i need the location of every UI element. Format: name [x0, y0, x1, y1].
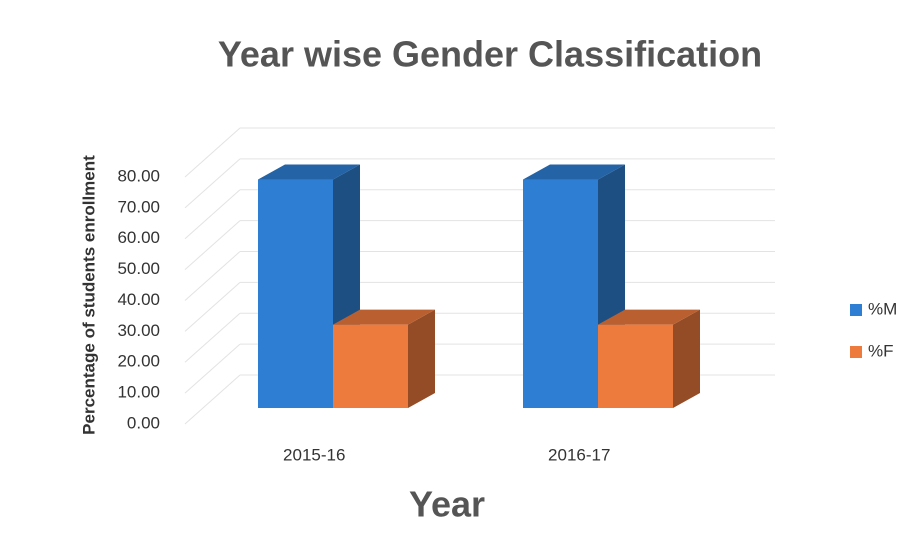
- y-tick-label: 20.00: [117, 352, 160, 371]
- y-tick-label: 70.00: [117, 197, 160, 216]
- grid-line-side: [184, 189, 241, 240]
- grid-line-side: [184, 312, 241, 363]
- grid-line-side: [184, 251, 241, 301]
- bar-top: [333, 309, 435, 325]
- legend-swatch: [850, 346, 862, 358]
- grid-line-side: [184, 220, 241, 270]
- y-axis-title: Percentage of students enrollment: [79, 155, 98, 435]
- y-tick-label: 0.00: [127, 413, 160, 432]
- y-tick-label: 50.00: [117, 259, 160, 278]
- x-axis-title: Year: [409, 484, 485, 525]
- y-tick-label: 60.00: [117, 228, 160, 247]
- y-tick-label: 40.00: [117, 290, 160, 309]
- grid-line-side: [184, 158, 241, 209]
- grid-line-side: [184, 374, 241, 425]
- bar-top: [523, 164, 625, 180]
- bar: [523, 179, 598, 408]
- x-tick-label: 2016-17: [548, 445, 610, 464]
- legend-swatch: [850, 304, 862, 316]
- bar-side: [673, 309, 700, 408]
- bar: [598, 324, 673, 408]
- legend-label: %M: [868, 299, 897, 318]
- grid-line-side: [184, 343, 241, 394]
- legend-label: %F: [868, 341, 894, 360]
- y-tick-label: 80.00: [117, 166, 160, 185]
- grid-line-side: [184, 282, 241, 332]
- bar: [258, 179, 333, 408]
- bar-top: [598, 309, 700, 325]
- chart-title: Year wise Gender Classification: [218, 34, 762, 75]
- y-tick-label: 10.00: [117, 383, 160, 402]
- bar-top: [258, 164, 360, 180]
- grid-line-side: [184, 127, 241, 178]
- x-tick-label: 2015-16: [283, 445, 345, 464]
- bar: [333, 324, 408, 408]
- y-tick-label: 30.00: [117, 321, 160, 340]
- bar-side: [408, 309, 435, 408]
